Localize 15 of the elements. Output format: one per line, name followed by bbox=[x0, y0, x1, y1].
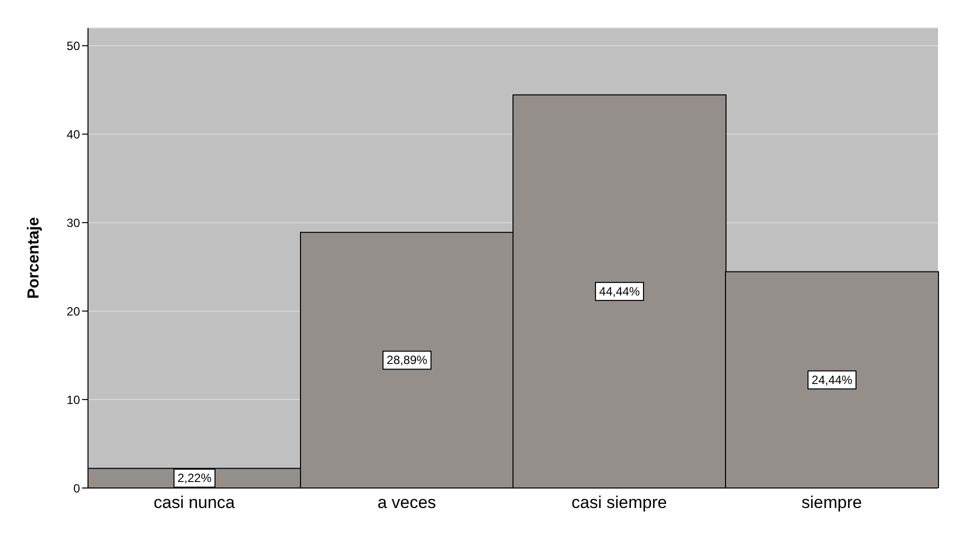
x-tick-label: casi siempre bbox=[572, 493, 667, 512]
data-label: 2,22% bbox=[177, 471, 212, 486]
y-tick-label: 10 bbox=[66, 392, 80, 407]
data-label: 24,44% bbox=[812, 372, 853, 387]
y-tick-label: 30 bbox=[66, 216, 80, 230]
x-tick-label: siempre bbox=[802, 493, 862, 512]
y-tick-label: 0 bbox=[73, 481, 80, 496]
y-tick-label: 20 bbox=[66, 304, 80, 318]
data-label: 28,89% bbox=[386, 353, 428, 368]
data-label: 44,44% bbox=[599, 284, 640, 298]
x-tick-label: casi nunca bbox=[154, 493, 236, 512]
y-axis-title: Porcentaje bbox=[26, 216, 43, 299]
x-tick-label: a veces bbox=[377, 493, 436, 512]
y-tick-label: 40 bbox=[66, 127, 80, 142]
y-tick-label: 50 bbox=[66, 38, 80, 53]
